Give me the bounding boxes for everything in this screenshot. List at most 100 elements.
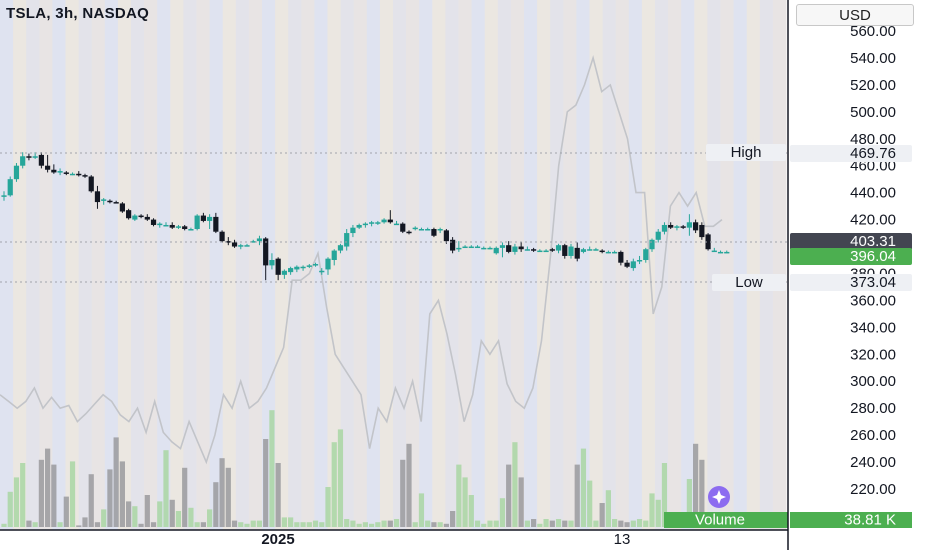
candle-body — [412, 227, 418, 230]
volume-bar — [132, 506, 138, 527]
volume-bar — [45, 448, 51, 527]
candle-body — [593, 249, 599, 251]
volume-bar — [531, 519, 537, 527]
candle-body — [306, 265, 312, 267]
candle-body — [51, 169, 57, 173]
candle-body — [94, 191, 101, 203]
volume-bar — [26, 520, 32, 527]
high-label: High — [731, 144, 762, 161]
volume-bar — [468, 495, 474, 527]
volume-bar — [493, 520, 499, 527]
volume-bar — [288, 517, 294, 527]
candle-body — [680, 226, 686, 228]
candle-body — [294, 266, 300, 270]
session-band — [104, 0, 119, 530]
volume-bar — [655, 499, 661, 527]
candle-body — [686, 222, 692, 228]
volume-bar — [593, 520, 599, 527]
candle-body — [375, 222, 381, 224]
price-tick-label: 280.00 — [850, 400, 896, 417]
volume-bar — [618, 520, 624, 527]
currency-button[interactable]: USD — [796, 4, 914, 26]
volume-bar — [300, 522, 306, 527]
candle-body — [45, 165, 51, 170]
candle-body — [331, 250, 337, 260]
session-band — [117, 0, 132, 530]
candle-body — [13, 165, 20, 180]
candle-body — [400, 223, 406, 232]
session-band — [262, 0, 276, 530]
candle-body — [157, 223, 163, 226]
candle-body — [568, 246, 574, 256]
candle-body — [225, 241, 231, 243]
candle-body — [450, 239, 456, 251]
candle-body — [188, 229, 194, 231]
candle-body — [624, 262, 630, 267]
volume-bar — [51, 464, 57, 527]
session-band — [91, 0, 106, 530]
price-tick-label: 540.00 — [850, 50, 896, 67]
session-band — [694, 0, 708, 530]
session-band — [196, 0, 211, 530]
session-band — [52, 0, 66, 530]
candle-body — [574, 247, 580, 259]
volume-bar — [499, 498, 506, 527]
session-band — [641, 0, 656, 530]
volume-bar — [400, 459, 406, 527]
price-tick-label: 320.00 — [850, 346, 896, 363]
candle-body — [425, 229, 431, 231]
session-band — [78, 0, 93, 530]
candle-body — [194, 215, 200, 230]
volume-bar — [443, 523, 449, 527]
session-band — [157, 0, 171, 530]
volume-bar — [699, 459, 705, 527]
session-band — [707, 0, 721, 530]
volume-bar — [506, 464, 512, 527]
volume-bar — [101, 509, 107, 527]
session-band — [144, 0, 158, 530]
volume-bar — [431, 522, 437, 527]
candle-body — [674, 226, 680, 228]
volume-bar — [194, 522, 200, 527]
high-label-box — [706, 144, 786, 161]
session-band — [655, 0, 669, 530]
volume-bar — [76, 525, 82, 527]
candle-body — [437, 229, 443, 231]
session-band — [537, 0, 551, 530]
volume-bar — [587, 480, 593, 527]
session-band — [170, 0, 184, 530]
volume-bar — [393, 519, 400, 527]
candle-body — [101, 199, 107, 201]
volume-bar — [518, 477, 524, 527]
volume-bar — [82, 517, 88, 527]
time-label-13: 13 — [614, 531, 631, 548]
chart-title: TSLA, 3h, NASDAQ — [6, 5, 150, 22]
candle-body — [325, 258, 331, 270]
volume-bar — [418, 493, 425, 527]
candle-body — [393, 223, 400, 226]
candle-body — [7, 179, 13, 196]
price-tick-label: 340.00 — [850, 319, 896, 336]
volume-bar — [524, 520, 530, 527]
high-value-box — [790, 145, 912, 162]
candle-body — [163, 224, 169, 227]
candle-body — [32, 156, 38, 158]
candle-body — [655, 231, 661, 240]
volume-bar — [437, 522, 443, 527]
volume-bar — [63, 496, 69, 527]
session-band — [497, 0, 512, 530]
volume-bar — [244, 523, 250, 527]
volume-bar — [537, 523, 543, 527]
price-tick-label: 560.00 — [850, 23, 896, 40]
candle-body — [356, 224, 362, 228]
candle-body — [256, 238, 263, 242]
time-axis[interactable]: 2025 13 — [261, 531, 630, 548]
volume-bar — [219, 458, 225, 527]
candle-body — [630, 261, 636, 269]
candle-body — [288, 268, 294, 273]
candle-body — [387, 219, 393, 223]
session-band — [0, 0, 14, 530]
session-band — [602, 0, 617, 530]
volume-bar — [38, 459, 44, 527]
